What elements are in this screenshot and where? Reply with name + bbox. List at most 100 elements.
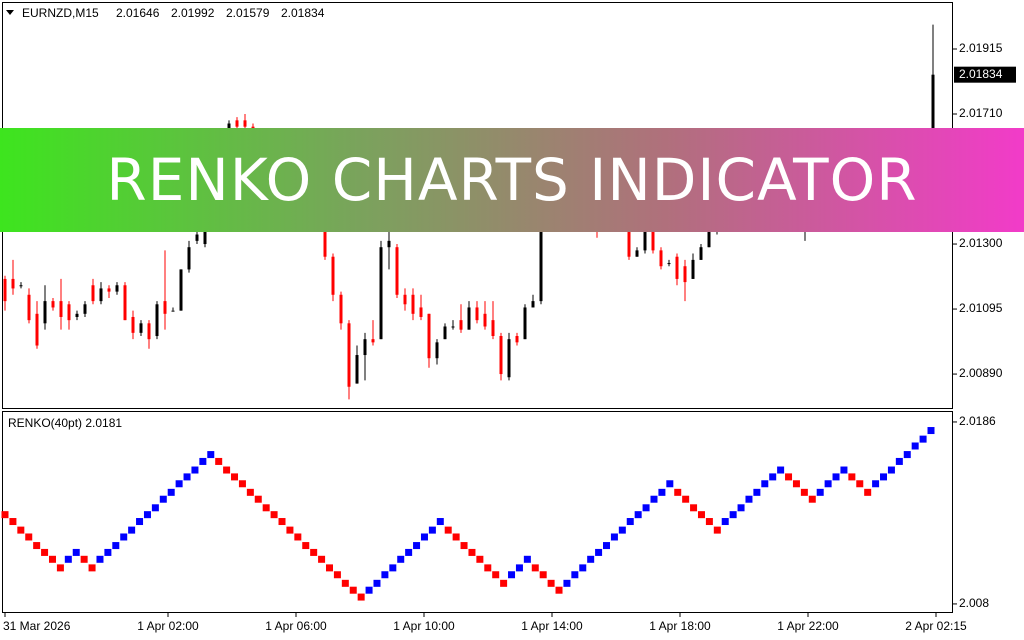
- renko-brick: [563, 579, 571, 587]
- candle-body: [67, 304, 71, 321]
- renko-brick: [610, 533, 618, 541]
- renko-brick: [9, 518, 17, 526]
- renko-brick: [927, 427, 935, 435]
- x-tick-label: 1 Apr 14:00: [521, 619, 583, 633]
- renko-brick: [840, 466, 848, 474]
- renko-brick: [25, 533, 33, 541]
- renko-brick: [33, 542, 41, 550]
- renko-brick: [642, 504, 650, 512]
- renko-brick: [745, 495, 753, 503]
- renko-brick: [444, 526, 452, 534]
- renko-brick: [800, 488, 808, 496]
- renko-brick: [349, 586, 357, 594]
- candle-body: [691, 259, 695, 279]
- renko-brick: [428, 526, 436, 534]
- renko-title: RENKO(40pt) 2.0181: [8, 416, 122, 430]
- renko-brick: [571, 571, 579, 579]
- candle-body: [3, 278, 7, 302]
- candle-body: [323, 221, 327, 257]
- y-tick-label: 2.01915: [959, 41, 1003, 55]
- candle-body: [451, 326, 455, 328]
- ohlc-open: 2.01646: [116, 6, 160, 20]
- renko-brick: [254, 495, 262, 503]
- candle-body: [99, 288, 103, 302]
- renko-brick: [531, 564, 539, 572]
- x-tick-label: 1 Apr 18:00: [649, 619, 711, 633]
- renko-brick: [80, 555, 88, 563]
- renko-brick: [460, 542, 468, 550]
- candle-body: [515, 336, 519, 343]
- renko-brick: [587, 555, 595, 563]
- renko-brick: [721, 518, 729, 526]
- y-tick-label: 2.00890: [959, 366, 1003, 380]
- renko-brick: [634, 511, 642, 519]
- renko-brick: [903, 451, 911, 459]
- renko-brick: [413, 542, 421, 550]
- candle-body: [667, 263, 671, 265]
- renko-brick: [816, 488, 824, 496]
- candle-body: [347, 323, 351, 387]
- candle-body: [435, 342, 439, 359]
- renko-brick: [705, 518, 713, 526]
- candle-body: [11, 278, 15, 289]
- renko-brick: [223, 466, 231, 474]
- candle-body: [459, 320, 463, 330]
- renko-brick: [294, 533, 302, 541]
- candle-body: [91, 285, 95, 302]
- candle-body: [491, 320, 495, 337]
- renko-brick: [911, 442, 919, 450]
- renko-brick: [452, 533, 460, 541]
- y-tick-label: 2.01095: [959, 301, 1003, 315]
- candle-body: [107, 288, 111, 292]
- renko-brick: [603, 542, 611, 550]
- renko-brick: [183, 473, 191, 481]
- candle-body: [203, 228, 207, 245]
- candle-body: [27, 294, 31, 321]
- renko-brick: [682, 495, 690, 503]
- renko-brick: [919, 435, 927, 443]
- renko-brick: [262, 504, 270, 512]
- renko-brick: [231, 473, 239, 481]
- renko-brick: [104, 548, 112, 556]
- renko-brick: [626, 518, 634, 526]
- renko-brick: [436, 518, 444, 526]
- renko-brick: [579, 564, 587, 572]
- candle-body: [83, 304, 87, 314]
- renko-brick: [666, 480, 674, 488]
- renko-brick: [159, 495, 167, 503]
- candle-body: [171, 310, 175, 312]
- candle-body: [155, 304, 159, 337]
- candle-body: [75, 313, 79, 317]
- renko-brick: [547, 579, 555, 587]
- renko-brick: [286, 526, 294, 534]
- candle-body: [539, 202, 543, 302]
- renko-brick: [468, 548, 476, 556]
- renko-brick: [895, 457, 903, 465]
- candle-body: [931, 74, 935, 135]
- renko-brick: [515, 564, 523, 572]
- candle-body: [123, 285, 127, 321]
- renko-brick: [856, 480, 864, 488]
- x-tick-label: 1 Apr 06:00: [265, 619, 327, 633]
- renko-brick: [1, 511, 9, 519]
- renko-brick: [318, 555, 326, 563]
- x-tick-label: 2 Apr 02:15: [905, 619, 967, 633]
- y-tick-label: 2.01300: [959, 236, 1003, 250]
- candle-body: [675, 256, 679, 279]
- renko-brick: [64, 555, 72, 563]
- renko-brick: [325, 564, 333, 572]
- menu-arrow[interactable]: [6, 10, 14, 15]
- renko-brick: [191, 466, 199, 474]
- renko-brick: [215, 457, 223, 465]
- candle-body: [147, 323, 151, 340]
- renko-brick: [658, 488, 666, 496]
- candle-body: [659, 250, 663, 267]
- renko-brick: [792, 480, 800, 488]
- renko-brick: [278, 518, 286, 526]
- renko-brick: [365, 586, 373, 594]
- candle-body: [371, 339, 375, 343]
- y-tick-label: 2.01710: [959, 106, 1003, 120]
- x-tick-label: 31 Mar 2026: [3, 619, 71, 633]
- candle-body: [331, 256, 335, 295]
